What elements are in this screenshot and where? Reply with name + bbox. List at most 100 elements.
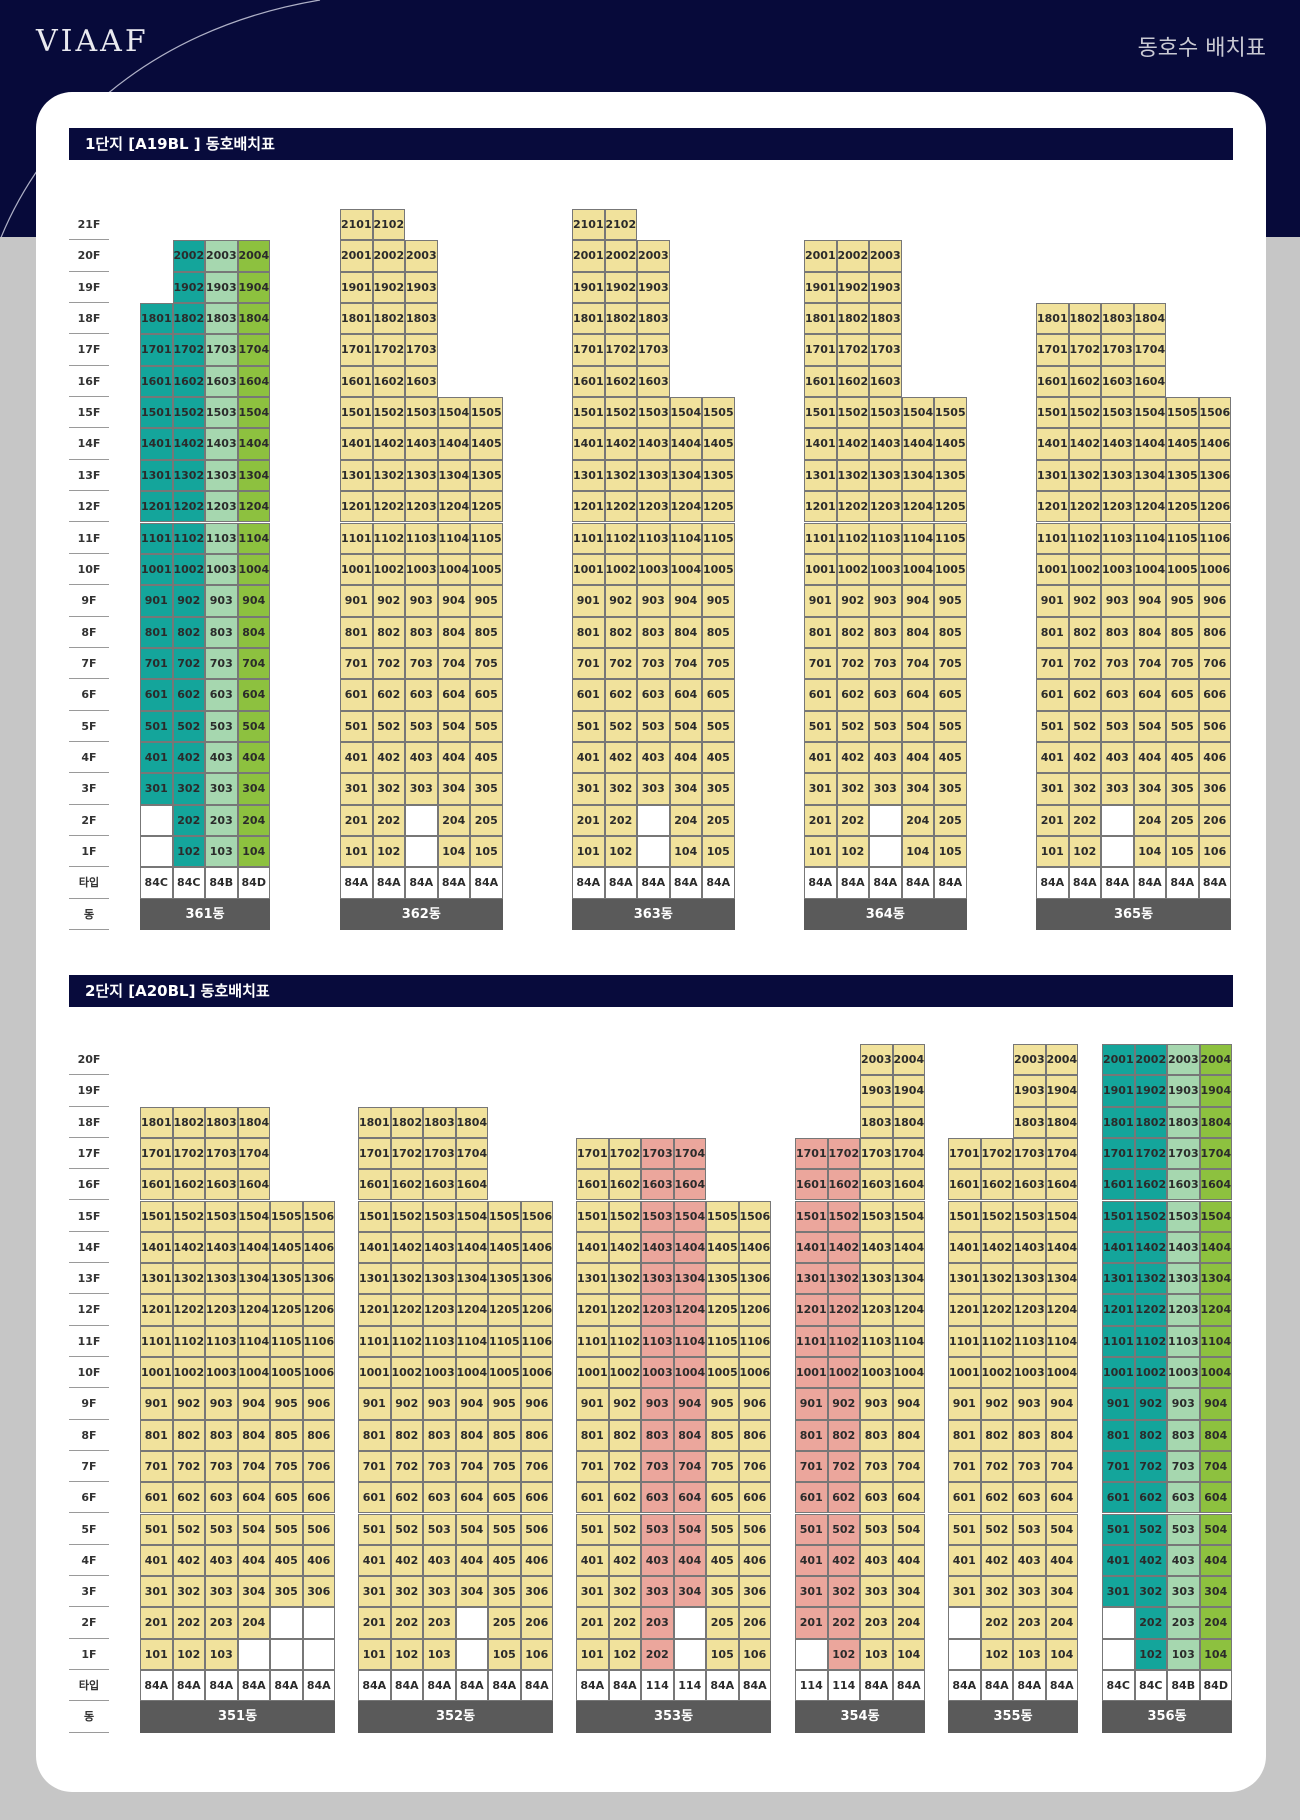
unit-cell[interactable]: 1904 <box>1199 1075 1232 1107</box>
unit-cell[interactable]: 702 <box>980 1450 1013 1483</box>
unit-cell[interactable]: 1101 <box>576 1325 609 1357</box>
unit-cell[interactable]: 402 <box>827 1544 860 1577</box>
unit-cell[interactable]: 202 <box>1068 804 1101 836</box>
unit-cell[interactable]: 704 <box>892 1450 925 1483</box>
unit-cell[interactable]: 401 <box>358 1544 391 1577</box>
unit-cell[interactable]: 505 <box>934 710 967 742</box>
unit-cell[interactable]: 1701 <box>576 1137 609 1170</box>
unit-cell[interactable]: 1703 <box>423 1137 456 1170</box>
unit-cell[interactable]: 303 <box>641 1576 674 1608</box>
unit-cell[interactable]: 102 <box>980 1638 1013 1670</box>
unit-cell[interactable]: 203 <box>641 1607 674 1639</box>
unit-cell[interactable]: 1901 <box>340 271 373 304</box>
unit-cell[interactable]: 1201 <box>140 1294 173 1326</box>
unit-cell[interactable]: 1002 <box>1134 1357 1167 1389</box>
unit-cell[interactable]: 1503 <box>205 1200 238 1232</box>
unit-cell[interactable]: 402 <box>172 741 205 774</box>
unit-cell[interactable]: 102 <box>836 836 869 868</box>
unit-cell[interactable]: 106 <box>520 1638 553 1670</box>
unit-cell[interactable]: 1603 <box>860 1169 893 1201</box>
unit-cell[interactable]: 1201 <box>795 1294 828 1326</box>
unit-cell[interactable]: 701 <box>572 647 605 680</box>
unit-cell[interactable]: 1104 <box>237 1325 270 1357</box>
unit-cell[interactable]: 1105 <box>934 522 967 554</box>
unit-cell[interactable]: 1401 <box>572 428 605 460</box>
unit-cell[interactable]: 102 <box>1134 1638 1167 1670</box>
unit-cell[interactable]: 704 <box>437 647 470 680</box>
unit-cell[interactable]: 402 <box>980 1544 1013 1577</box>
unit-cell[interactable]: 802 <box>390 1419 423 1451</box>
unit-cell[interactable]: 904 <box>1133 585 1166 617</box>
unit-cell[interactable]: 1504 <box>892 1200 925 1232</box>
unit-cell[interactable]: 602 <box>172 1482 205 1514</box>
unit-cell[interactable]: 1702 <box>372 334 405 366</box>
unit-cell[interactable]: 1902 <box>836 271 869 304</box>
unit-cell[interactable]: 1502 <box>827 1200 860 1232</box>
unit-cell[interactable]: 1601 <box>804 365 837 398</box>
unit-cell[interactable]: 1004 <box>1045 1357 1078 1389</box>
unit-cell[interactable]: 1401 <box>1036 428 1069 460</box>
unit-cell[interactable]: 701 <box>1102 1450 1135 1483</box>
unit-cell[interactable]: 1703 <box>1013 1137 1046 1170</box>
unit-cell[interactable]: 401 <box>572 741 605 774</box>
unit-cell[interactable]: 901 <box>1036 585 1069 617</box>
unit-cell[interactable]: 1501 <box>358 1200 391 1232</box>
unit-cell[interactable]: 205 <box>470 804 503 836</box>
unit-cell[interactable]: 2003 <box>637 240 670 272</box>
unit-cell[interactable]: 1003 <box>205 553 238 586</box>
unit-cell[interactable]: 906 <box>302 1388 335 1420</box>
unit-cell[interactable]: 1101 <box>948 1325 981 1357</box>
unit-cell[interactable]: 502 <box>836 710 869 742</box>
unit-cell[interactable]: 1201 <box>576 1294 609 1326</box>
unit-cell[interactable]: 1701 <box>572 334 605 366</box>
unit-cell[interactable]: 1603 <box>423 1169 456 1201</box>
unit-cell[interactable]: 1205 <box>488 1294 521 1326</box>
unit-cell[interactable]: 1202 <box>1068 491 1101 523</box>
unit-cell[interactable]: 204 <box>1133 804 1166 836</box>
unit-cell[interactable]: 602 <box>827 1482 860 1514</box>
unit-cell[interactable]: 701 <box>140 647 173 680</box>
unit-cell[interactable]: 303 <box>869 773 902 805</box>
unit-cell[interactable]: 105 <box>470 836 503 868</box>
unit-cell[interactable]: 701 <box>140 1450 173 1483</box>
unit-cell[interactable]: 502 <box>827 1513 860 1545</box>
unit-cell[interactable]: 1303 <box>1013 1263 1046 1295</box>
unit-cell[interactable]: 1004 <box>237 553 270 586</box>
unit-cell[interactable]: 1402 <box>172 1231 205 1264</box>
unit-cell[interactable]: 605 <box>1166 679 1199 711</box>
unit-cell[interactable]: 703 <box>860 1450 893 1483</box>
unit-cell[interactable]: 103 <box>205 1638 238 1670</box>
unit-cell[interactable]: 804 <box>673 1419 706 1451</box>
unit-cell[interactable]: 104 <box>892 1638 925 1670</box>
unit-cell[interactable]: 304 <box>455 1576 488 1608</box>
unit-cell[interactable]: 1804 <box>892 1106 925 1138</box>
unit-cell[interactable]: 1602 <box>604 365 637 398</box>
unit-cell[interactable]: 202 <box>390 1607 423 1639</box>
unit-cell[interactable]: 1502 <box>1068 397 1101 429</box>
unit-cell[interactable]: 1402 <box>390 1231 423 1264</box>
unit-cell[interactable]: 1102 <box>836 522 869 554</box>
unit-cell[interactable]: 1604 <box>455 1169 488 1201</box>
unit-cell[interactable]: 606 <box>520 1482 553 1514</box>
unit-cell[interactable]: 1703 <box>860 1137 893 1170</box>
unit-cell[interactable]: 1403 <box>205 1231 238 1264</box>
unit-cell[interactable]: 205 <box>934 804 967 836</box>
unit-cell[interactable]: 1501 <box>1102 1200 1135 1232</box>
unit-cell[interactable]: 1604 <box>1133 365 1166 398</box>
unit-cell[interactable]: 1303 <box>869 459 902 492</box>
unit-cell[interactable]: 102 <box>372 836 405 868</box>
unit-cell[interactable]: 903 <box>641 1388 674 1420</box>
unit-cell[interactable]: 1405 <box>270 1231 303 1264</box>
unit-cell[interactable]: 1002 <box>827 1357 860 1389</box>
unit-cell[interactable]: 1001 <box>572 553 605 586</box>
unit-cell[interactable]: 704 <box>237 1450 270 1483</box>
unit-cell[interactable]: 303 <box>205 1576 238 1608</box>
unit-cell[interactable]: 1502 <box>604 397 637 429</box>
unit-cell[interactable]: 903 <box>869 585 902 617</box>
unit-cell[interactable]: 804 <box>237 1419 270 1451</box>
unit-cell[interactable]: 503 <box>637 710 670 742</box>
unit-cell[interactable]: 104 <box>237 836 270 868</box>
unit-cell[interactable]: 1306 <box>738 1263 771 1295</box>
unit-cell[interactable]: 804 <box>437 616 470 648</box>
unit-cell[interactable]: 1402 <box>172 428 205 460</box>
